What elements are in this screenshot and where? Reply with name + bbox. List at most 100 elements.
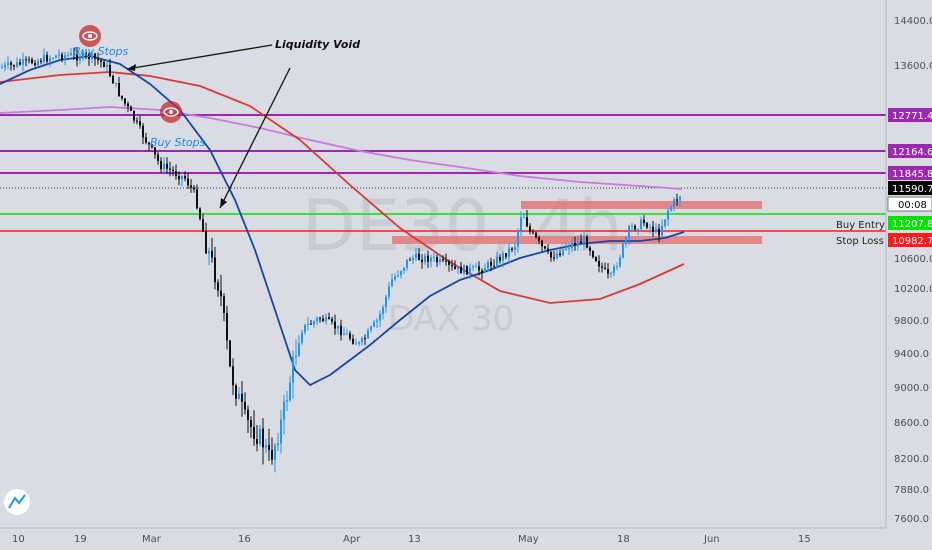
candle-body[interactable] [100,60,102,62]
candle-body[interactable] [391,279,393,287]
candle-body[interactable] [25,59,27,61]
candle-body[interactable] [328,317,330,319]
candle-body[interactable] [235,385,237,399]
candle-body[interactable] [472,266,474,268]
candle-body[interactable] [205,231,207,254]
candle-body[interactable] [433,257,435,258]
candle-body[interactable] [97,58,99,61]
candle-body[interactable] [610,273,612,274]
candle-body[interactable] [457,266,459,270]
candle-body[interactable] [589,247,591,251]
candle-body[interactable] [34,63,36,66]
candle-body[interactable] [418,253,420,260]
candle-body[interactable] [271,450,273,460]
candle-body[interactable] [487,261,489,269]
candle-body[interactable] [103,61,105,68]
candle-body[interactable] [550,251,552,258]
candle-body[interactable] [544,246,546,249]
candle-body[interactable] [274,445,276,460]
candle-body[interactable] [157,154,159,162]
candle-body[interactable] [13,65,15,67]
candle-body[interactable] [577,241,579,246]
candle-body[interactable] [535,232,537,238]
candle-body[interactable] [394,276,396,280]
candle-body[interactable] [289,382,291,401]
time-axis[interactable]: 10 19 Mar 16 Apr 13 May 18 Jun 15 [0,527,886,545]
candle-body[interactable] [382,307,384,314]
candle-body[interactable] [148,142,150,145]
candle-body[interactable] [334,321,336,329]
candle-body[interactable] [667,210,669,220]
tradingview-logo[interactable] [4,489,30,515]
candle-body[interactable] [511,248,513,250]
candle-body[interactable] [637,229,639,231]
candle-body[interactable] [427,255,429,262]
candle-body[interactable] [349,333,351,339]
candle-body[interactable] [451,264,453,267]
candle-body[interactable] [178,175,180,180]
candle-body[interactable] [70,53,72,56]
candle-body[interactable] [268,445,270,450]
candle-body[interactable] [28,59,30,61]
candle-body[interactable] [655,228,657,232]
candle-body[interactable] [619,257,621,267]
candle-body[interactable] [19,62,21,65]
candle-body[interactable] [430,257,432,262]
candle-body[interactable] [181,175,183,180]
candle-body[interactable] [445,260,447,262]
candle-body[interactable] [346,333,348,335]
candle-body[interactable] [256,439,258,444]
candle-body[interactable] [145,137,147,143]
candle-body[interactable] [175,171,177,176]
candle-body[interactable] [130,106,132,111]
candle-body[interactable] [196,189,198,209]
candle-body[interactable] [580,241,582,244]
candle-body[interactable] [421,259,423,263]
candle-body[interactable] [229,340,231,367]
candle-body[interactable] [607,268,609,274]
candle-body[interactable] [109,65,111,76]
candle-body[interactable] [316,318,318,322]
candle-body[interactable] [166,163,168,169]
candle-body[interactable] [283,401,285,420]
candle-body[interactable] [298,343,300,356]
candle-body[interactable] [484,268,486,273]
candle-body[interactable] [670,206,672,211]
candle-body[interactable] [286,400,288,402]
candle-body[interactable] [604,267,606,269]
candle-body[interactable] [652,226,654,232]
candle-body[interactable] [52,58,54,59]
candle-body[interactable] [628,226,630,238]
candle-body[interactable] [331,318,333,322]
candle-body[interactable] [304,324,306,333]
candle-body[interactable] [277,443,279,446]
supply-zone-upper[interactable] [521,201,762,209]
candle-body[interactable] [601,266,603,268]
candle-body[interactable] [76,53,78,61]
candle-body[interactable] [370,326,372,331]
candle-body[interactable] [142,125,144,138]
candle-body[interactable] [493,265,495,267]
candle-body[interactable] [454,266,456,269]
candle-body[interactable] [547,248,549,252]
candle-body[interactable] [553,257,555,259]
candle-body[interactable] [337,325,339,329]
candle-body[interactable] [301,332,303,343]
candle-body[interactable] [625,237,627,244]
candle-body[interactable] [280,419,282,444]
candle-body[interactable] [220,290,222,297]
candle-body[interactable] [244,401,246,410]
candle-body[interactable] [43,55,45,62]
candle-body[interactable] [115,83,117,84]
candle-body[interactable] [439,259,441,263]
candle-body[interactable] [133,111,135,121]
candle-body[interactable] [409,259,411,261]
candle-body[interactable] [40,60,42,62]
candle-body[interactable] [223,296,225,313]
candle-body[interactable] [202,219,204,232]
candle-body[interactable] [397,275,399,277]
candle-body[interactable] [10,62,12,65]
eye-icon-2[interactable] [160,101,182,123]
candle-body[interactable] [502,253,504,261]
